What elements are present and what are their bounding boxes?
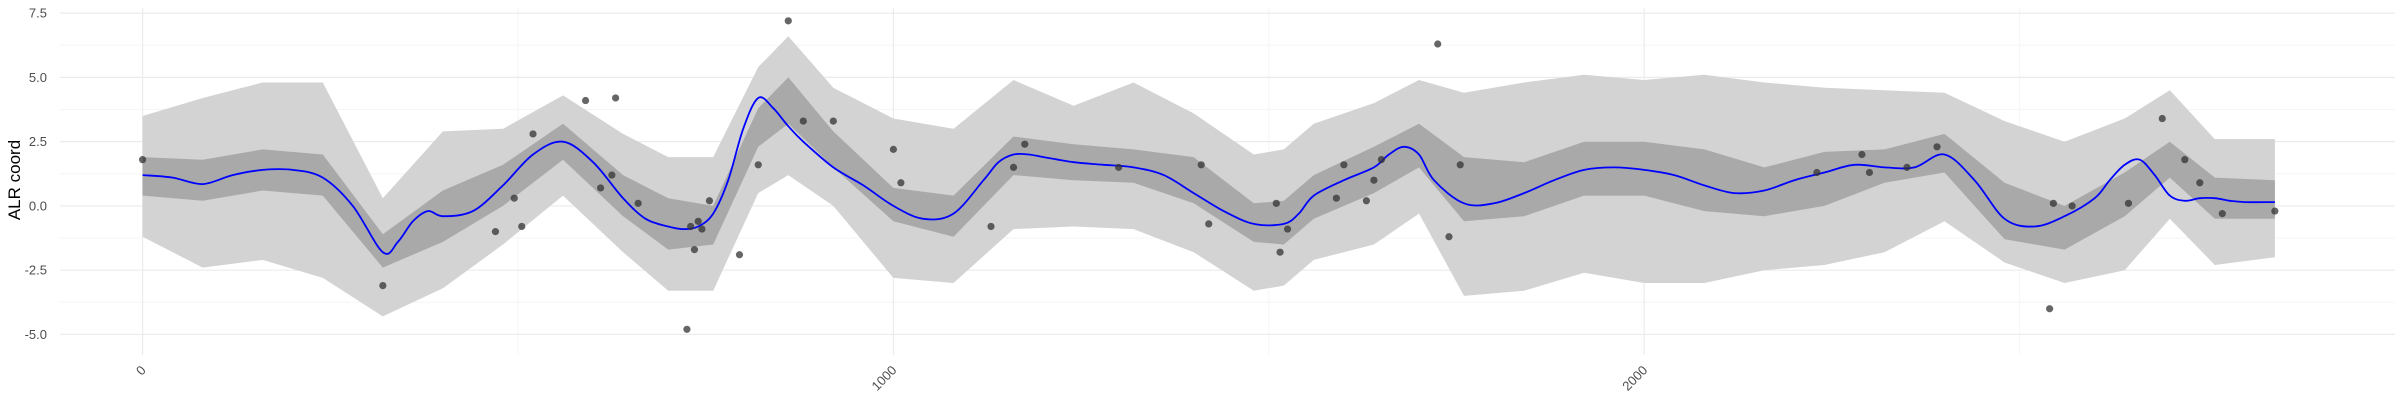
data-point	[510, 194, 518, 202]
data-point	[690, 246, 699, 254]
data-point	[687, 222, 695, 231]
data-point	[1276, 248, 1284, 256]
data-point	[1009, 163, 1018, 171]
data-point	[518, 222, 526, 231]
y-tick-label: 7.5	[29, 6, 47, 21]
data-point	[683, 325, 691, 333]
data-point	[1205, 220, 1213, 228]
data-point	[694, 217, 702, 225]
data-point	[2218, 210, 2226, 218]
data-point	[754, 161, 762, 169]
data-point	[1377, 156, 1386, 164]
data-point	[1272, 199, 1280, 207]
y-tick-label: 5.0	[29, 70, 47, 85]
y-axis-label: ALR coord	[5, 140, 24, 220]
data-point	[1340, 161, 1348, 169]
data-point	[1332, 194, 1340, 202]
data-point	[2046, 305, 2054, 313]
data-point	[2049, 199, 2057, 207]
data-point	[611, 94, 620, 102]
data-point	[491, 228, 500, 236]
data-point	[1445, 233, 1453, 241]
x-tick-label: 1000	[868, 363, 899, 394]
data-point	[1813, 168, 1821, 177]
data-point	[2124, 199, 2133, 207]
data-point	[799, 117, 807, 125]
y-tick-label: -2.5	[25, 263, 47, 278]
x-tick-label: 0	[133, 363, 149, 379]
data-point	[987, 222, 995, 231]
data-point	[1021, 140, 1029, 148]
data-point	[1115, 163, 1123, 171]
data-point	[897, 179, 905, 187]
line-layer	[142, 96, 2275, 255]
data-point	[1197, 161, 1205, 169]
data-point	[2158, 114, 2166, 123]
inner-credible-band	[142, 77, 2275, 268]
data-point	[596, 184, 605, 192]
y-tick-label: -5.0	[25, 327, 47, 342]
x-tick-label: 2000	[1619, 363, 1650, 394]
data-point	[1370, 176, 1378, 184]
data-point	[581, 96, 590, 105]
data-point	[1858, 150, 1866, 159]
data-point	[1434, 40, 1442, 48]
data-point	[138, 156, 147, 164]
data-point	[1903, 163, 1911, 171]
data-point	[1283, 225, 1292, 233]
data-point	[2271, 207, 2279, 215]
data-point	[634, 199, 642, 207]
point-layer	[138, 17, 2279, 333]
data-point	[608, 171, 616, 179]
data-point	[1865, 168, 1874, 177]
data-point	[1933, 143, 1941, 151]
data-point	[1456, 161, 1464, 169]
data-point	[2181, 156, 2189, 164]
data-point	[1362, 197, 1370, 205]
data-point	[529, 130, 537, 138]
data-point	[705, 197, 714, 205]
band-layer	[142, 36, 2275, 317]
data-point	[829, 117, 837, 125]
y-tick-label: 0.0	[29, 198, 47, 213]
data-point	[735, 251, 744, 259]
data-point	[2196, 179, 2204, 187]
data-point	[889, 145, 897, 153]
data-point	[784, 17, 792, 25]
data-point	[379, 282, 387, 290]
y-tick-label: 2.5	[29, 134, 47, 149]
data-point	[2068, 202, 2076, 210]
data-point	[698, 225, 706, 233]
posterior-mean-line	[142, 96, 2275, 255]
